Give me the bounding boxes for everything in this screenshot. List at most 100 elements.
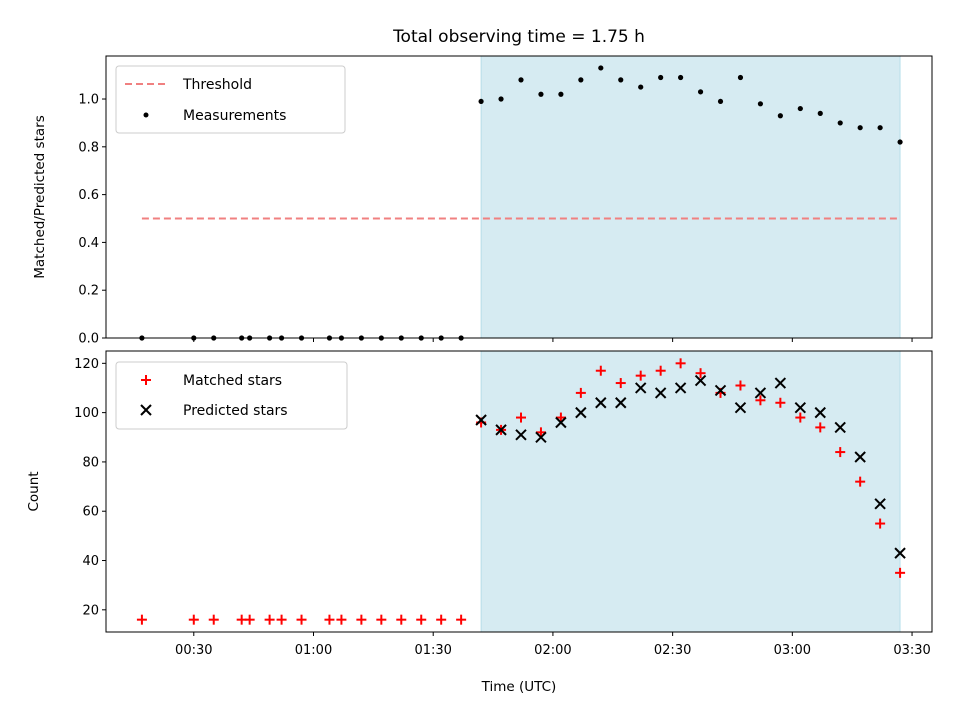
measurement-point bbox=[578, 77, 584, 83]
measurement-point bbox=[638, 84, 644, 90]
predicted-star-point bbox=[495, 424, 507, 436]
matched-star-point bbox=[515, 412, 526, 423]
bottom-panel-frame bbox=[105, 350, 933, 633]
measurement-point bbox=[717, 98, 724, 105]
y-tick-label: 120 bbox=[74, 357, 99, 372]
matched-star-point bbox=[535, 427, 546, 438]
matched-star-point bbox=[655, 365, 666, 376]
measurement-point bbox=[837, 120, 843, 126]
bottom-legend: Matched stars Predicted stars bbox=[115, 361, 348, 430]
measurement-point bbox=[757, 101, 764, 107]
y-tick-label: 80 bbox=[82, 455, 99, 470]
matched-star-point bbox=[296, 614, 307, 625]
measurement-point bbox=[857, 125, 863, 131]
x-tick-label: 01:30 bbox=[414, 643, 451, 658]
y-tick-label: 0.8 bbox=[78, 140, 99, 155]
chart-title: Total observing time = 1.75 h bbox=[392, 27, 645, 47]
matched-star-point bbox=[416, 614, 427, 625]
matched-star-point bbox=[336, 614, 347, 625]
x-axis-label: Time (UTC) bbox=[481, 679, 557, 695]
top-panel-frame bbox=[105, 55, 933, 339]
matched-star-point bbox=[895, 567, 906, 578]
predicted-star-point bbox=[854, 451, 866, 463]
matched-star-point bbox=[695, 368, 706, 379]
legend-plus-marker bbox=[141, 375, 151, 385]
matched-star-point bbox=[436, 614, 447, 625]
measurement-point bbox=[817, 110, 823, 116]
measurement-point bbox=[498, 96, 504, 102]
top-legend: Threshold Measurements bbox=[115, 65, 346, 134]
predicted-star-point bbox=[834, 421, 846, 434]
y-tick-label: 40 bbox=[82, 554, 99, 569]
measurement-point bbox=[777, 113, 783, 119]
predicted-star-point bbox=[714, 384, 727, 397]
predicted-star-point bbox=[654, 387, 667, 399]
matched-star-point bbox=[875, 518, 886, 529]
predicted-star-point bbox=[555, 416, 567, 429]
matched-star-point bbox=[555, 412, 566, 423]
x-tick-label: 00:30 bbox=[175, 643, 212, 658]
legend-matched-label: Matched stars bbox=[183, 373, 282, 389]
legend-measurements-label: Measurements bbox=[183, 108, 286, 124]
predicted-star-point bbox=[615, 397, 627, 409]
x-tick-label: 03:30 bbox=[893, 643, 930, 658]
predicted-star-point bbox=[674, 382, 687, 394]
bottom-legend-box bbox=[115, 361, 348, 430]
matched-star-point bbox=[208, 614, 219, 625]
matched-star-point bbox=[615, 378, 626, 389]
observing-interval-shade bbox=[480, 55, 901, 339]
matched-star-point bbox=[635, 370, 646, 381]
measurement-point bbox=[658, 74, 664, 81]
matched-star-point bbox=[396, 614, 407, 625]
measurement-point bbox=[598, 65, 604, 71]
predicted-star-point bbox=[734, 401, 747, 414]
matched-star-point bbox=[855, 476, 866, 487]
measurement-point bbox=[618, 77, 624, 83]
measurement-point bbox=[538, 91, 544, 97]
predicted-star-point bbox=[575, 406, 587, 419]
legend-measurements-swatch bbox=[143, 112, 149, 118]
y-tick-label: 0.2 bbox=[78, 284, 99, 299]
predicted-star-point bbox=[894, 547, 906, 559]
matched-star-point bbox=[356, 614, 367, 625]
legend-threshold-label: Threshold bbox=[182, 77, 252, 93]
y-tick-label: 0.0 bbox=[78, 332, 99, 347]
legend-matched-swatch bbox=[141, 375, 151, 385]
y-tick-label: 0.6 bbox=[78, 188, 99, 203]
matched-star-point bbox=[735, 380, 746, 391]
matched-star-point bbox=[264, 614, 275, 625]
x-tick-label: 02:30 bbox=[654, 643, 691, 658]
predicted-star-point bbox=[774, 377, 787, 389]
measurement-point bbox=[897, 139, 903, 145]
predicted-star-point bbox=[515, 429, 527, 441]
matched-star-point bbox=[244, 614, 255, 625]
matched-star-point bbox=[136, 614, 147, 625]
measurement-point bbox=[877, 125, 883, 131]
y-tick-label: 1.0 bbox=[78, 93, 99, 108]
bottom-y-axis-label: Count bbox=[26, 471, 42, 511]
predicted-star-point bbox=[874, 498, 886, 510]
predicted-star-point bbox=[794, 401, 807, 414]
matched-star-point bbox=[815, 422, 826, 433]
x-tick-label: 03:00 bbox=[774, 643, 811, 658]
y-tick-label: 100 bbox=[74, 406, 99, 421]
measurement-point bbox=[797, 105, 803, 112]
matched-star-point bbox=[795, 412, 806, 423]
measurement-point bbox=[678, 74, 684, 81]
measurement-point bbox=[697, 89, 704, 95]
matched-star-point bbox=[456, 614, 467, 625]
bottom-panel: 20 40 60 80 100 120 00:30 01:00 01:30 02:00 02:30… bbox=[26, 350, 933, 695]
predicted-star-point bbox=[634, 382, 647, 394]
matched-star-point bbox=[755, 395, 766, 406]
matched-star-point bbox=[595, 365, 606, 376]
matched-star-point bbox=[775, 397, 786, 408]
measurement-point bbox=[518, 77, 524, 83]
observing-interval-shade bbox=[480, 350, 901, 633]
matched-star-point bbox=[324, 614, 335, 625]
measurement-point bbox=[737, 74, 744, 81]
matched-star-point bbox=[376, 614, 387, 625]
measurement-point bbox=[558, 91, 564, 97]
matched-star-point bbox=[188, 614, 199, 625]
predicted-star-point bbox=[814, 406, 826, 419]
